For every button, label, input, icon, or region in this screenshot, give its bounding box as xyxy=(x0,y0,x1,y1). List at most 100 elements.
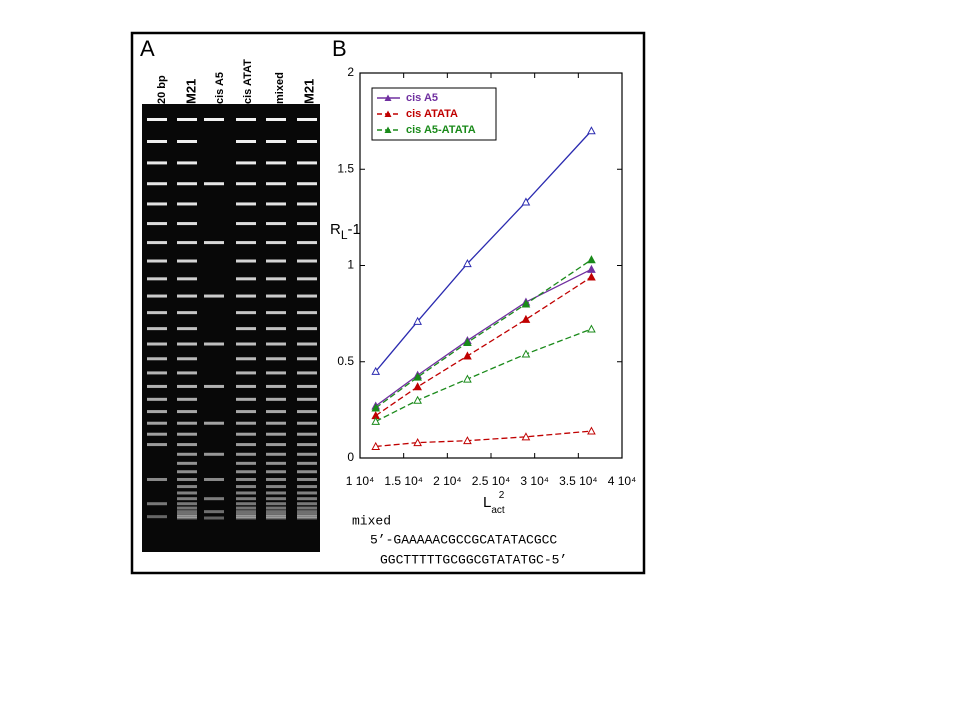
gel-band xyxy=(266,506,286,510)
lane-label: mixed xyxy=(274,72,286,104)
gel-band xyxy=(297,384,317,388)
gel-band xyxy=(266,497,286,501)
gel-band xyxy=(297,506,317,510)
data-point xyxy=(371,366,381,375)
gel-band xyxy=(177,357,197,361)
gel-band xyxy=(177,502,197,506)
gel-band xyxy=(236,222,256,226)
gel-band xyxy=(266,432,286,436)
gel-band xyxy=(297,477,317,481)
gel-band xyxy=(177,202,197,206)
gel-band xyxy=(236,259,256,263)
y-tick-label: 1 xyxy=(347,258,354,272)
gel-band xyxy=(266,118,286,121)
gel-band xyxy=(177,515,197,519)
gel-band xyxy=(236,502,256,506)
lane-labels: 20 bp M21 cis A5 cis ATAT mixed M21 xyxy=(156,59,317,104)
gel-band xyxy=(147,161,167,165)
gel-band xyxy=(177,461,197,465)
gel-band xyxy=(266,182,286,186)
data-point xyxy=(413,438,422,447)
gel-band xyxy=(266,502,286,506)
panel-a-label: A xyxy=(140,36,155,61)
gel-band xyxy=(177,513,197,517)
data-point xyxy=(587,426,596,435)
gel-band xyxy=(236,443,256,447)
gel-band xyxy=(266,461,286,465)
gel-band xyxy=(177,510,197,514)
gel-band xyxy=(297,161,317,165)
gel-band xyxy=(177,397,197,401)
data-point xyxy=(413,395,422,404)
y-label-main: R xyxy=(330,221,341,238)
x-tick-label: 1 10⁴ xyxy=(346,474,375,488)
data-point xyxy=(463,351,472,360)
legend-marker xyxy=(384,94,392,101)
gel-band xyxy=(177,277,197,281)
gel-band xyxy=(266,470,286,474)
gel-band xyxy=(177,140,197,144)
gel-band xyxy=(297,513,317,517)
data-point xyxy=(587,324,596,333)
y-tick-label: 0.5 xyxy=(337,354,354,368)
y-tick-label: 1.5 xyxy=(337,161,354,175)
data-point xyxy=(463,374,472,383)
gel-band xyxy=(204,342,224,346)
sequence-bottom: GGCTTTTTGCGGCGTATATGC-5’ xyxy=(380,552,567,567)
x-label-sub: act xyxy=(491,505,505,516)
gel-band xyxy=(297,432,317,436)
gel-band xyxy=(266,371,286,375)
gel-band xyxy=(177,506,197,510)
gel-band xyxy=(297,294,317,298)
data-point xyxy=(371,441,381,450)
gel-band xyxy=(177,118,197,121)
gel-band xyxy=(204,294,224,298)
gel-band xyxy=(297,118,317,121)
gel-band xyxy=(204,241,224,245)
gel-band xyxy=(266,259,286,263)
gel-band xyxy=(236,118,256,121)
gel-band xyxy=(177,182,197,186)
data-point xyxy=(371,403,381,412)
lane-label: M21 xyxy=(183,79,198,104)
gel-band xyxy=(236,202,256,206)
gel-band xyxy=(266,140,286,144)
gel-band xyxy=(266,513,286,517)
gel-band xyxy=(266,202,286,206)
gel-band xyxy=(177,421,197,425)
gel-band xyxy=(297,259,317,263)
gel-band xyxy=(266,485,286,489)
gel-band xyxy=(177,241,197,245)
gel-band xyxy=(266,397,286,401)
gel-band xyxy=(147,241,167,245)
gel-band xyxy=(266,477,286,481)
gel-band xyxy=(204,421,224,425)
gel-band xyxy=(177,432,197,436)
gel-band xyxy=(177,477,197,481)
legend-label: cis ATATA xyxy=(406,108,458,120)
gel-band xyxy=(297,470,317,474)
gel-band xyxy=(297,452,317,456)
data-point xyxy=(587,264,596,273)
gel-image xyxy=(142,104,320,552)
data-point xyxy=(521,349,531,358)
gel-band xyxy=(177,452,197,456)
gel-band xyxy=(297,491,317,495)
x-tick-label: 3.5 10⁴ xyxy=(559,474,598,488)
gel-band xyxy=(147,222,167,226)
gel-band xyxy=(236,342,256,346)
gel-band xyxy=(204,477,224,481)
legend-box xyxy=(371,87,497,141)
gel-band xyxy=(147,515,167,519)
data-point xyxy=(587,272,596,281)
legend-label: cis A5 xyxy=(406,92,438,104)
gel-band xyxy=(266,222,286,226)
gel-band xyxy=(147,294,167,298)
gel-band xyxy=(297,342,317,346)
gel-band xyxy=(236,327,256,331)
data-point xyxy=(587,126,596,135)
data-point xyxy=(371,416,381,425)
x-tick-label: 2 10⁴ xyxy=(433,474,462,488)
gel-band xyxy=(266,311,286,315)
